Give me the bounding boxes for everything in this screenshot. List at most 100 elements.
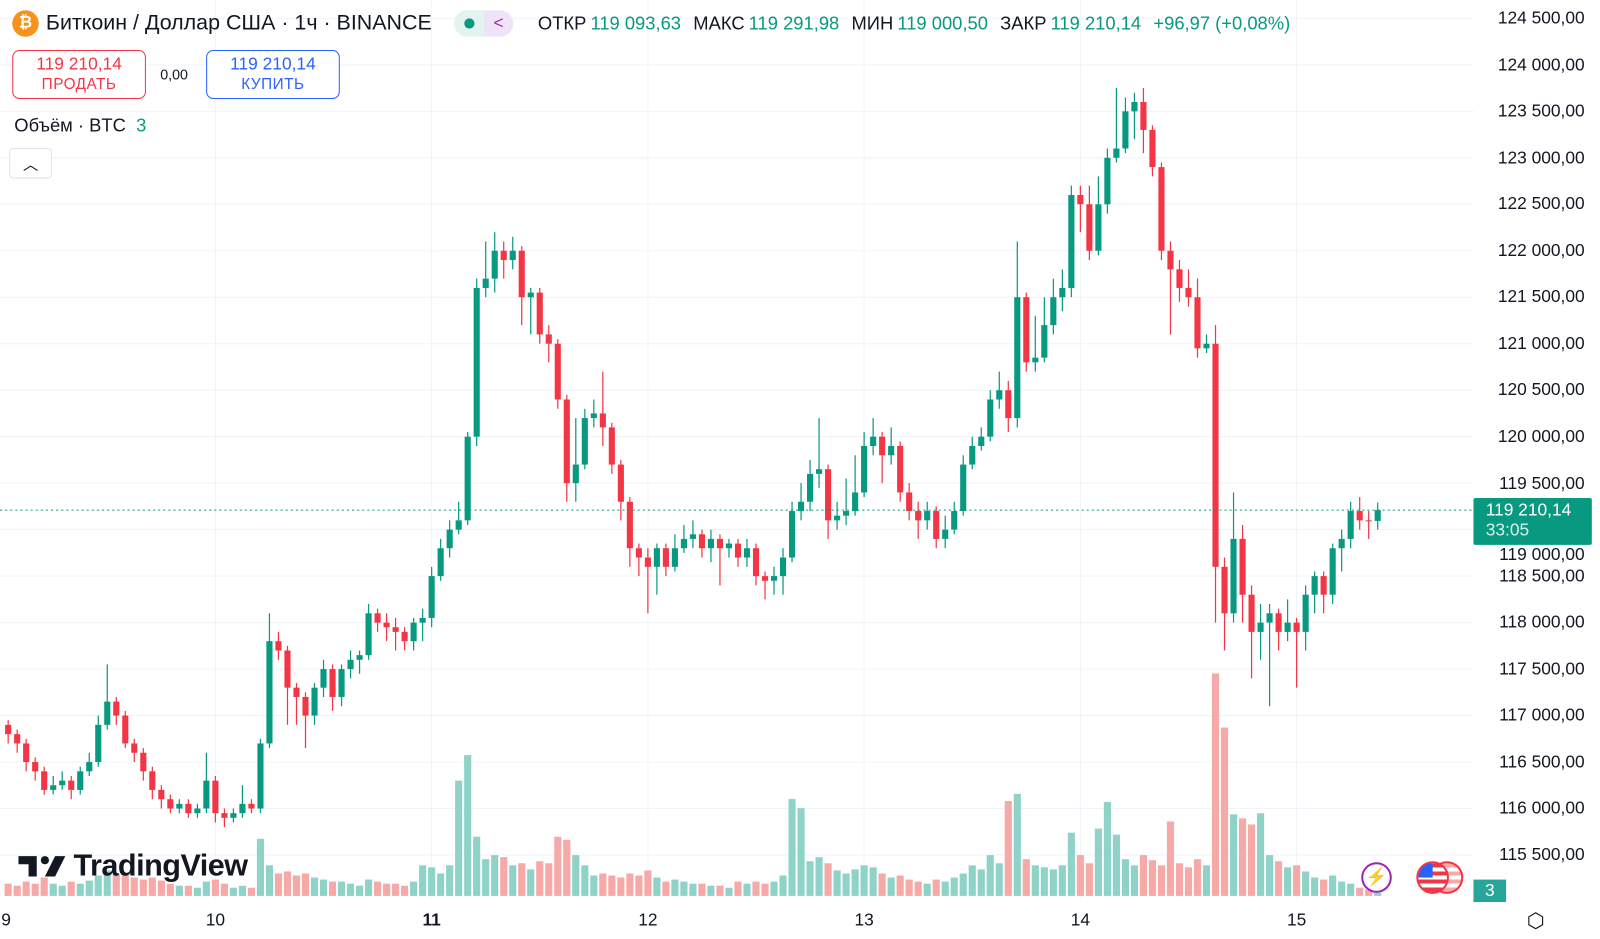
volume-bar [851,869,859,896]
candle [248,799,255,814]
volume-bar [1175,863,1184,896]
candle [888,427,895,465]
candle [5,720,12,744]
candle-body [356,655,363,660]
candle-body [302,696,309,716]
volume-bar [590,875,598,896]
buy-button[interactable]: 119 210,14 КУПИТЬ [206,49,340,99]
candle-body [635,548,642,558]
candle-body [293,687,300,697]
price-tick-label: 121 000,00 [1497,333,1585,353]
candle-body [996,390,1003,400]
volume-bar [446,865,454,896]
volume-bar [49,883,57,896]
volume-bar [680,881,688,896]
candle [644,548,651,614]
candle-body [834,515,841,521]
candle-body [401,631,408,642]
status-pill[interactable]: < [454,10,514,37]
candle [68,775,75,800]
volume-bar [1347,883,1355,896]
candle-body [1221,566,1228,614]
volume-bar [103,870,111,896]
candle [32,757,39,781]
candle [1050,278,1057,335]
candle [933,506,940,549]
candle [122,710,129,749]
candle-body [1284,622,1291,632]
volume-bar [1193,859,1202,896]
candle-body [1023,297,1030,363]
candle [1284,599,1291,642]
price-tick-label: 119 000,00 [1499,544,1585,565]
time-tick-label: 9 [1,910,11,930]
candle-body [1203,343,1210,349]
volume-bar [698,883,706,896]
volume-bar [509,865,517,896]
volume-bar [157,880,165,896]
volume-bar [1356,887,1364,896]
volume-bar [608,875,616,896]
volume-bar [401,885,409,896]
volume-bar [752,881,760,896]
volume-bar [211,879,219,896]
candle-body [1176,269,1183,288]
market-open-dot-icon [454,10,484,37]
candle [1014,241,1021,428]
candle [1041,297,1048,363]
volume-bars [4,673,1382,896]
volume-bar [1320,879,1328,896]
us-flag-events-icon[interactable] [1416,861,1465,894]
volume-bar [383,883,391,896]
candle [95,715,102,767]
tradingview-logo-icon [18,856,66,877]
volume-bar [644,870,652,896]
candle [1158,162,1165,261]
candle [401,627,408,651]
volume-bar [1004,801,1012,896]
candle [293,683,300,725]
settings-icon[interactable]: ⬡ [1526,909,1545,933]
candle [302,692,309,749]
tradingview-logo[interactable]: TradingView [18,849,248,884]
symbol-title[interactable]: Биткоин / Доллар США · 1ч · BINANCE [45,11,432,35]
candle [1320,571,1327,614]
candle-body [807,473,814,502]
candle-body [942,529,949,539]
candle-body [527,292,534,298]
candle-body [707,538,715,549]
collapse-legend-button[interactable]: ︿ [9,147,53,179]
candle [1149,125,1156,177]
candle [1248,585,1255,679]
lightning-event-icon[interactable]: ⚡ [1361,862,1392,893]
volume-bar [202,881,210,896]
candle-body [167,799,174,809]
candle [203,752,210,814]
candle [104,664,111,730]
candle-body [545,334,552,344]
candle [608,422,615,474]
candle [50,775,57,795]
candle-body [906,492,913,512]
volume-bar [563,839,571,896]
volume-bar [455,780,463,896]
candle-body [392,627,399,632]
candle-body [248,803,255,809]
candle [1194,278,1201,358]
candle-body [662,548,669,567]
candle-body [581,418,588,465]
price-tick-label: 118 000,00 [1499,612,1585,632]
volume-bar [527,869,535,896]
candle [1185,269,1192,307]
sell-button[interactable]: 119 210,14 ПРОДАТЬ [12,49,146,99]
candle-body [347,659,354,670]
candle-body [572,464,579,484]
candle [1131,92,1138,140]
volume-bar [1184,867,1193,896]
change-value: +96,97 (+0,08%) [1153,12,1291,34]
candle-body [86,762,93,772]
volume-legend[interactable]: Объём · BTC 3 [14,115,146,136]
volume-bar [842,873,850,896]
candle [1203,334,1210,354]
